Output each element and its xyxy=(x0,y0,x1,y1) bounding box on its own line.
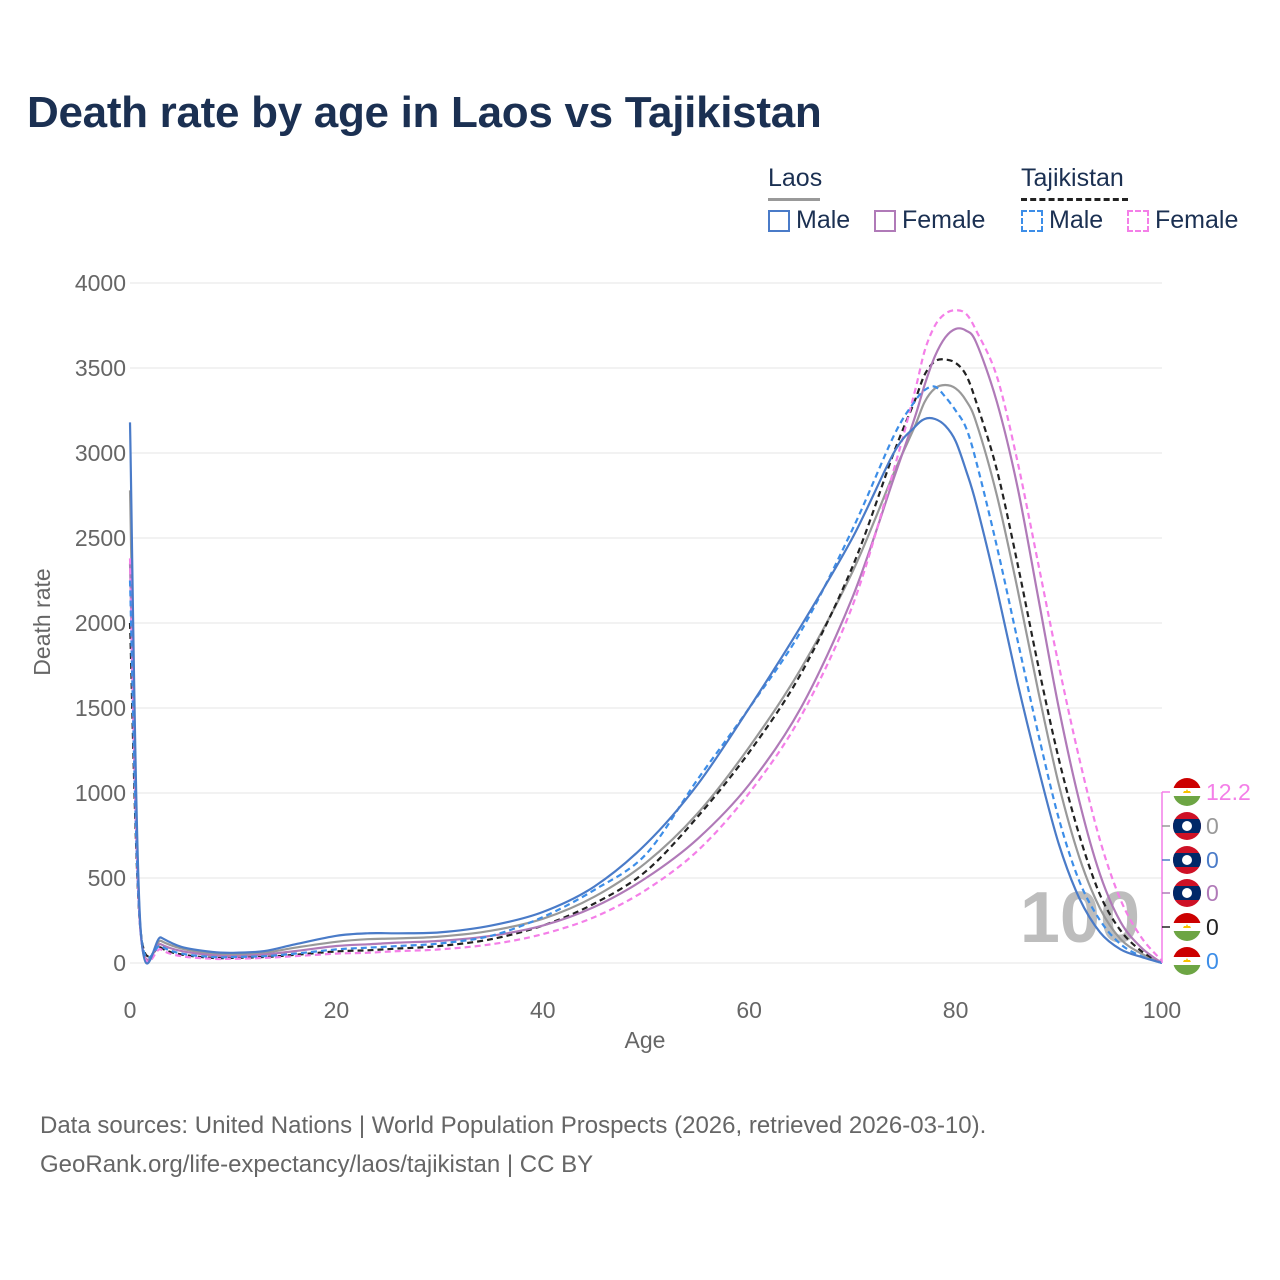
end-label-value: 0 xyxy=(1206,914,1219,940)
tajikistan-flag-icon xyxy=(1173,913,1201,941)
x-tick-label: 40 xyxy=(530,997,556,1023)
grid-lines xyxy=(130,282,1162,964)
sources-line-2: GeoRank.org/life-expectancy/laos/tajikis… xyxy=(40,1151,594,1178)
y-tick-label: 2000 xyxy=(75,610,126,636)
series-line-laos-female[interactable] xyxy=(128,327,1163,964)
tajikistan-flag-icon xyxy=(1173,778,1201,806)
data-sources: Data sources: United Nations | World Pop… xyxy=(40,1106,986,1184)
legend-label: Male xyxy=(1049,206,1104,234)
tajikistan-flag-icon xyxy=(1173,947,1201,975)
y-tick-label: 1000 xyxy=(75,780,126,806)
legend-swatch xyxy=(874,209,896,232)
legend-label: Male xyxy=(796,206,851,234)
x-tick-label: 20 xyxy=(324,997,350,1023)
legend-group-title: Laos xyxy=(768,164,823,192)
legend-group-underline xyxy=(768,198,820,201)
series-line-tajikistan-male[interactable] xyxy=(128,385,1163,965)
laos-flag-icon xyxy=(1173,879,1201,907)
legend-group-tajikistan[interactable]: Tajikistan Male Female xyxy=(1021,164,1261,236)
end-label-value: 0 xyxy=(1206,813,1219,839)
series-lines xyxy=(128,309,1163,965)
y-tick-label: 1500 xyxy=(75,695,126,721)
laos-flag-icon xyxy=(1173,812,1201,840)
legend-swatch xyxy=(1127,209,1149,232)
legend-swatch xyxy=(1021,209,1043,232)
year-watermark: 100 xyxy=(1020,878,1140,958)
y-tick-label: 2500 xyxy=(75,525,126,551)
chart-title: Death rate by age in Laos vs Tajikistan xyxy=(27,88,822,137)
sources-line-1: Data sources: United Nations | World Pop… xyxy=(40,1112,987,1139)
y-tick-label: 3000 xyxy=(75,440,126,466)
x-tick-label: 0 xyxy=(124,997,137,1023)
legend-item-tajikistan-female[interactable]: Female xyxy=(1127,206,1238,235)
end-label-value: 0 xyxy=(1206,880,1219,906)
end-label-value: 0 xyxy=(1206,847,1219,873)
y-tick-label: 500 xyxy=(88,865,126,891)
legend-label: Female xyxy=(1155,206,1239,234)
x-axis-title: Age xyxy=(625,1027,666,1053)
end-label-value: 0 xyxy=(1206,948,1219,974)
legend-label: Female xyxy=(902,206,986,234)
series-line-tajikistan-total[interactable] xyxy=(128,358,1163,964)
y-tick-label: 0 xyxy=(113,950,126,976)
legend-item-laos-female[interactable]: Female xyxy=(874,206,985,235)
y-axis-title: Death rate xyxy=(29,568,55,675)
y-tick-label: 4000 xyxy=(75,270,126,296)
legend-group-title: Tajikistan xyxy=(1021,164,1124,192)
series-line-tajikistan-female[interactable] xyxy=(128,309,1163,963)
legend-swatch xyxy=(768,209,790,232)
x-axis: 0 20 40 60 80 100 xyxy=(124,997,1182,1023)
y-tick-label: 3500 xyxy=(75,355,126,381)
series-line-laos-male[interactable] xyxy=(128,416,1163,965)
series-line-laos-total[interactable] xyxy=(128,383,1163,965)
legend-group-laos[interactable]: Laos Male Female xyxy=(768,164,1008,236)
legend-item-tajikistan-male[interactable]: Male xyxy=(1021,206,1103,235)
legend-item-laos-male[interactable]: Male xyxy=(768,206,850,235)
x-tick-label: 100 xyxy=(1143,997,1181,1023)
end-labels: 12.2 0 0 0 0 0 xyxy=(1161,778,1251,975)
laos-flag-icon xyxy=(1173,846,1201,874)
x-tick-label: 60 xyxy=(736,997,762,1023)
y-axis: 0 500 1000 1500 2000 2500 3000 3500 4000 xyxy=(75,270,126,976)
legend-group-underline xyxy=(1021,198,1128,201)
end-label-value: 12.2 xyxy=(1206,779,1251,805)
x-tick-label: 80 xyxy=(943,997,969,1023)
